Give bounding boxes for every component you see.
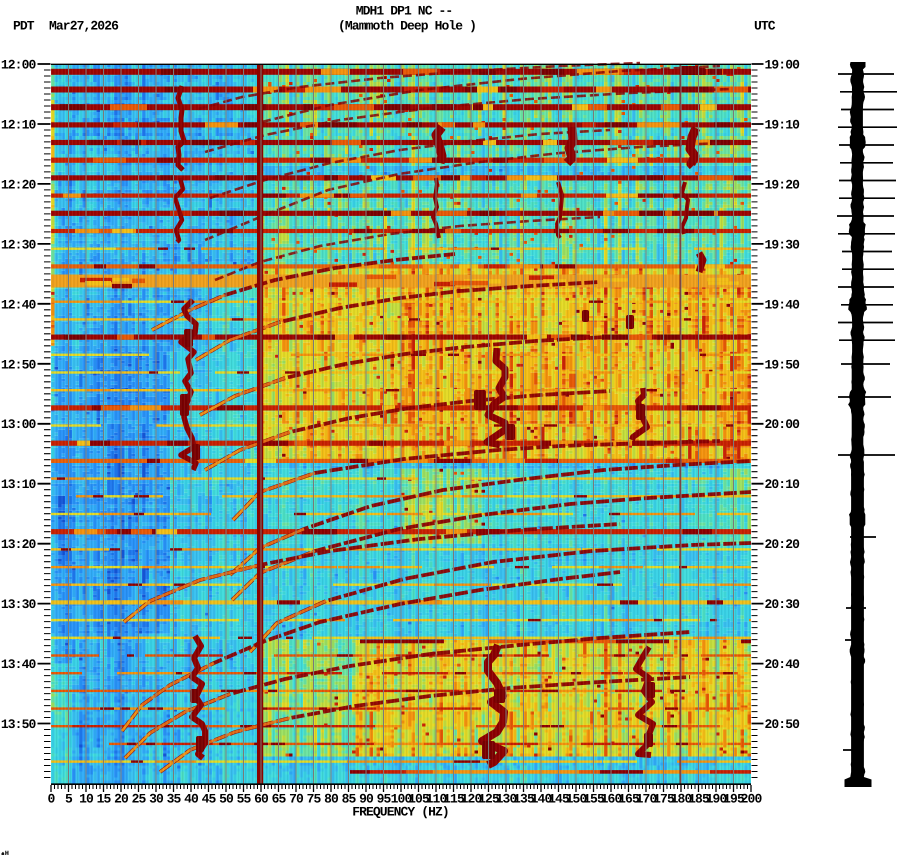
svg-text:UTC: UTC (754, 19, 776, 34)
svg-text:80: 80 (324, 792, 339, 807)
svg-text:190: 190 (706, 792, 728, 807)
svg-text:MDH1 DP1 NC --: MDH1 DP1 NC -- (356, 4, 453, 19)
svg-text:110: 110 (426, 792, 448, 807)
svg-text:200: 200 (741, 792, 763, 807)
svg-text:20:40: 20:40 (765, 657, 801, 672)
svg-text:(Mammoth Deep Hole ): (Mammoth Deep Hole ) (338, 19, 476, 34)
svg-text:12:40: 12:40 (1, 297, 37, 312)
svg-text:0: 0 (48, 792, 56, 807)
svg-text:105: 105 (408, 792, 430, 807)
svg-text:45: 45 (202, 792, 217, 807)
svg-text:40: 40 (184, 792, 199, 807)
svg-text:12:20: 12:20 (1, 177, 37, 192)
svg-text:19:00: 19:00 (765, 58, 801, 73)
svg-text:13:20: 13:20 (1, 537, 37, 552)
svg-text:19:40: 19:40 (765, 297, 801, 312)
svg-text:20:30: 20:30 (765, 597, 801, 612)
svg-text:13:40: 13:40 (1, 657, 37, 672)
svg-text:Mar27,2026: Mar27,2026 (49, 19, 119, 34)
svg-text:95: 95 (377, 792, 392, 807)
svg-text:20:20: 20:20 (765, 537, 801, 552)
svg-text:20:50: 20:50 (765, 717, 801, 732)
svg-text:145: 145 (548, 792, 570, 807)
svg-text:50: 50 (219, 792, 234, 807)
svg-text:195: 195 (723, 792, 745, 807)
svg-text:20:00: 20:00 (765, 417, 801, 432)
svg-text:25: 25 (132, 792, 147, 807)
svg-text:85: 85 (342, 792, 357, 807)
svg-text:13:30: 13:30 (1, 597, 37, 612)
svg-text:130: 130 (496, 792, 518, 807)
svg-text:170: 170 (636, 792, 658, 807)
svg-text:20:10: 20:10 (765, 477, 801, 492)
svg-text:70: 70 (289, 792, 304, 807)
svg-text:12:10: 12:10 (1, 118, 37, 133)
svg-text:150: 150 (566, 792, 588, 807)
svg-text:90: 90 (359, 792, 374, 807)
svg-text:135: 135 (513, 792, 535, 807)
svg-text:10: 10 (79, 792, 94, 807)
svg-text:155: 155 (583, 792, 605, 807)
svg-text:60: 60 (254, 792, 269, 807)
svg-text:120: 120 (461, 792, 483, 807)
svg-text:160: 160 (601, 792, 623, 807)
svg-text:12:30: 12:30 (1, 237, 37, 252)
svg-text:180: 180 (671, 792, 693, 807)
svg-text:100: 100 (391, 792, 413, 807)
svg-text:20: 20 (114, 792, 129, 807)
svg-text:13:00: 13:00 (1, 417, 37, 432)
svg-text:12:50: 12:50 (1, 357, 37, 372)
svg-text:140: 140 (531, 792, 553, 807)
svg-text:19:30: 19:30 (765, 237, 801, 252)
svg-text:185: 185 (688, 792, 710, 807)
svg-text:19:20: 19:20 (765, 177, 801, 192)
svg-text:75: 75 (307, 792, 322, 807)
svg-text:165: 165 (618, 792, 640, 807)
svg-text:FREQUENCY (HZ): FREQUENCY (HZ) (352, 805, 449, 820)
svg-text:55: 55 (237, 792, 252, 807)
svg-text:175: 175 (653, 792, 675, 807)
svg-text:12:00: 12:00 (1, 58, 37, 73)
svg-text:5: 5 (65, 792, 73, 807)
svg-text:19:10: 19:10 (765, 118, 801, 133)
svg-text:15: 15 (97, 792, 112, 807)
svg-text:13:10: 13:10 (1, 477, 37, 492)
svg-text:19:50: 19:50 (765, 357, 801, 372)
svg-text:35: 35 (167, 792, 182, 807)
svg-text:115: 115 (443, 792, 465, 807)
svg-text:125: 125 (478, 792, 500, 807)
svg-text:65: 65 (272, 792, 287, 807)
svg-text:PDT: PDT (13, 19, 35, 34)
svg-text:13:50: 13:50 (1, 717, 37, 732)
svg-text:30: 30 (149, 792, 164, 807)
